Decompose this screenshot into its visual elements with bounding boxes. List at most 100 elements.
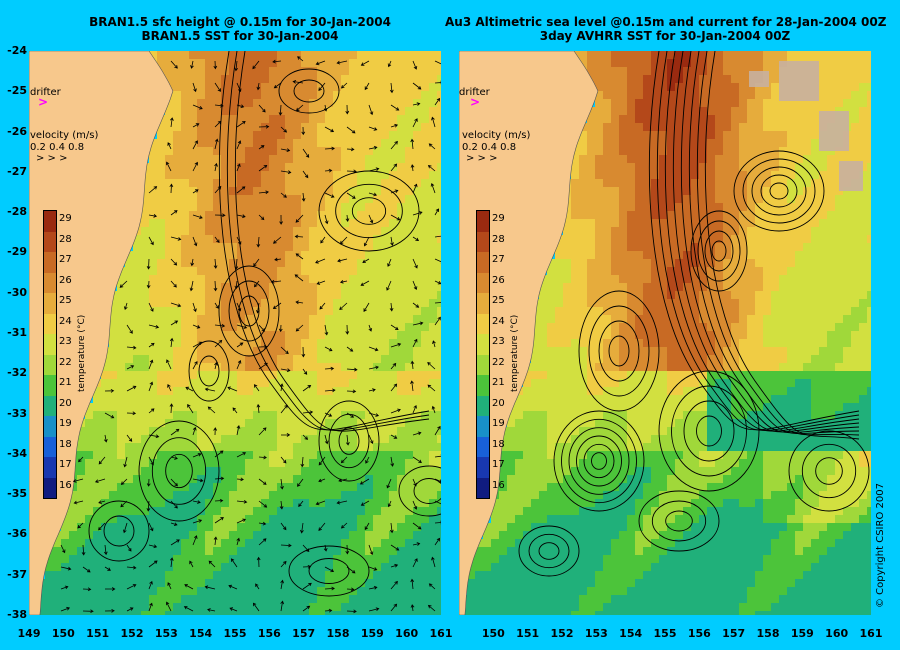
left-panel-title: BRAN1.5 sfc height @ 0.15m for 30-Jan-20… — [20, 15, 460, 43]
colorbar-tick-label: 24 — [492, 315, 505, 327]
cloud-mask — [749, 61, 863, 191]
colorbar-tick-label: 29 — [492, 213, 505, 224]
colorbar-segment — [477, 211, 489, 232]
left-velocity-arrows: > > > — [36, 153, 68, 164]
lon-tick-label: 161 — [859, 627, 883, 640]
sea-level-contours — [88, 51, 441, 597]
colorbar-tick-label: 25 — [59, 295, 72, 306]
lat-tick-label: -25 — [7, 84, 27, 98]
lat-tick-label: -26 — [7, 124, 27, 138]
colorbar-segment — [44, 293, 56, 314]
colorbar-segment — [44, 457, 56, 478]
lon-tick-label: 155 — [653, 627, 677, 640]
colorbar-segment — [477, 313, 489, 334]
lon-tick-label: 151 — [86, 627, 110, 640]
land-mass — [459, 51, 599, 615]
colorbar-segment — [44, 252, 56, 273]
colorbar-segment — [477, 416, 489, 437]
lon-tick-label: 158 — [756, 627, 780, 640]
colorbar-segment — [44, 477, 56, 498]
lat-tick-label: -38 — [7, 608, 27, 621]
lon-tick-label: 154 — [189, 627, 213, 640]
colorbar-segment — [477, 375, 489, 396]
lon-tick-label: 152 — [120, 627, 144, 640]
colorbar-segment — [44, 334, 56, 355]
sst-field — [459, 51, 871, 615]
lat-tick-label: -33 — [7, 406, 27, 420]
colorbar-segment — [477, 293, 489, 314]
lat-tick-label: -31 — [7, 326, 27, 339]
colorbar-segment — [44, 231, 56, 252]
lat-tick-label: -36 — [7, 527, 27, 541]
lon-tick-label: 153 — [584, 627, 608, 640]
colorbar-tick-label: 20 — [492, 397, 505, 409]
colorbar-tick-label: 22 — [59, 356, 72, 368]
colorbar-tick-label: 20 — [59, 397, 72, 409]
lon-tick-label: 156 — [257, 627, 281, 640]
land-mass — [29, 51, 174, 615]
colorbar-segment — [477, 272, 489, 293]
left-title-line2: BRAN1.5 SST for 30-Jan-2004 — [141, 29, 339, 43]
colorbar-segment — [477, 457, 489, 478]
colorbar-segment — [44, 395, 56, 416]
colorbar-tick-label: 18 — [492, 438, 505, 450]
lat-tick-label: -24 — [7, 44, 27, 57]
colorbar-segment — [44, 354, 56, 375]
right-velocity-arrows: > > > — [466, 153, 498, 164]
colorbar-strip — [476, 210, 490, 499]
colorbar-tick-label: 19 — [59, 418, 72, 429]
lon-tick-label: 151 — [516, 627, 540, 640]
left-velocity-title: velocity (m/s) — [30, 130, 99, 141]
colorbar-tick-label: 21 — [492, 377, 505, 388]
lon-tick-label: 157 — [292, 627, 316, 640]
colorbar-segment — [477, 477, 489, 498]
lon-tick-label: 155 — [223, 627, 247, 640]
lon-tick-label: 159 — [360, 627, 384, 640]
colorbar-segment — [44, 375, 56, 396]
colorbar-tick-label: 16 — [492, 479, 505, 491]
right-map-panel — [459, 51, 871, 615]
colorbar-tick-label: 26 — [492, 274, 505, 286]
colorbar-tick-label: 25 — [492, 295, 505, 306]
right-velocity-scale: 0.2 0.4 0.8 — [462, 142, 517, 153]
colorbar-tick-label: 23 — [492, 336, 505, 347]
lon-tick-label: 160 — [825, 627, 849, 640]
colorbar-tick-label: 18 — [59, 438, 72, 450]
colorbar-tick-label: 22 — [492, 356, 505, 368]
right-title-line1: Au3 Altimetric sea level @0.15m and curr… — [445, 15, 887, 29]
colorbar-segment — [477, 231, 489, 252]
colorbar-tick-label: 17 — [59, 459, 72, 470]
lon-tick-label: 150 — [51, 627, 75, 640]
colorbar-tick-label: 28 — [59, 233, 72, 245]
colorbar-tick-label: 24 — [59, 315, 72, 327]
lon-tick-label: 154 — [619, 627, 643, 640]
sea-level-contours — [518, 51, 870, 577]
lat-tick-label: -37 — [7, 567, 27, 581]
colorbar-tick-label: 23 — [59, 336, 72, 347]
lon-tick-label: 157 — [722, 627, 746, 640]
colorbar-tick-label: 26 — [59, 274, 72, 286]
lat-tick-label: -28 — [7, 205, 27, 219]
right-map-canvas — [459, 51, 871, 615]
colorbar-segment — [44, 313, 56, 334]
lon-tick-label: 150 — [481, 627, 505, 640]
colorbar-segment — [44, 436, 56, 457]
lat-tick-label: -35 — [7, 487, 27, 501]
colorbar-tick-label: 27 — [59, 254, 72, 265]
colorbar-segment — [44, 272, 56, 293]
right-velocity-title: velocity (m/s) — [462, 130, 531, 141]
lat-tick-label: -27 — [7, 164, 27, 178]
colorbar-tick-label: 19 — [492, 418, 505, 429]
colorbar-tick-label: 21 — [59, 377, 72, 388]
left-title-line1: BRAN1.5 sfc height @ 0.15m for 30-Jan-20… — [89, 15, 391, 29]
colorbar-segment — [477, 354, 489, 375]
velocity-arrows — [60, 56, 441, 614]
lat-tick-label: -34 — [7, 446, 27, 460]
colorbar-strip — [43, 210, 57, 499]
colorbar-segment — [44, 416, 56, 437]
lon-tick-label: 161 — [429, 627, 453, 640]
right-drifter-marker: > — [470, 95, 481, 109]
lat-tick-label: -30 — [7, 285, 27, 299]
colorbar-label: temperature (°C) — [77, 314, 87, 392]
colorbar-tick-label: 17 — [492, 459, 505, 470]
